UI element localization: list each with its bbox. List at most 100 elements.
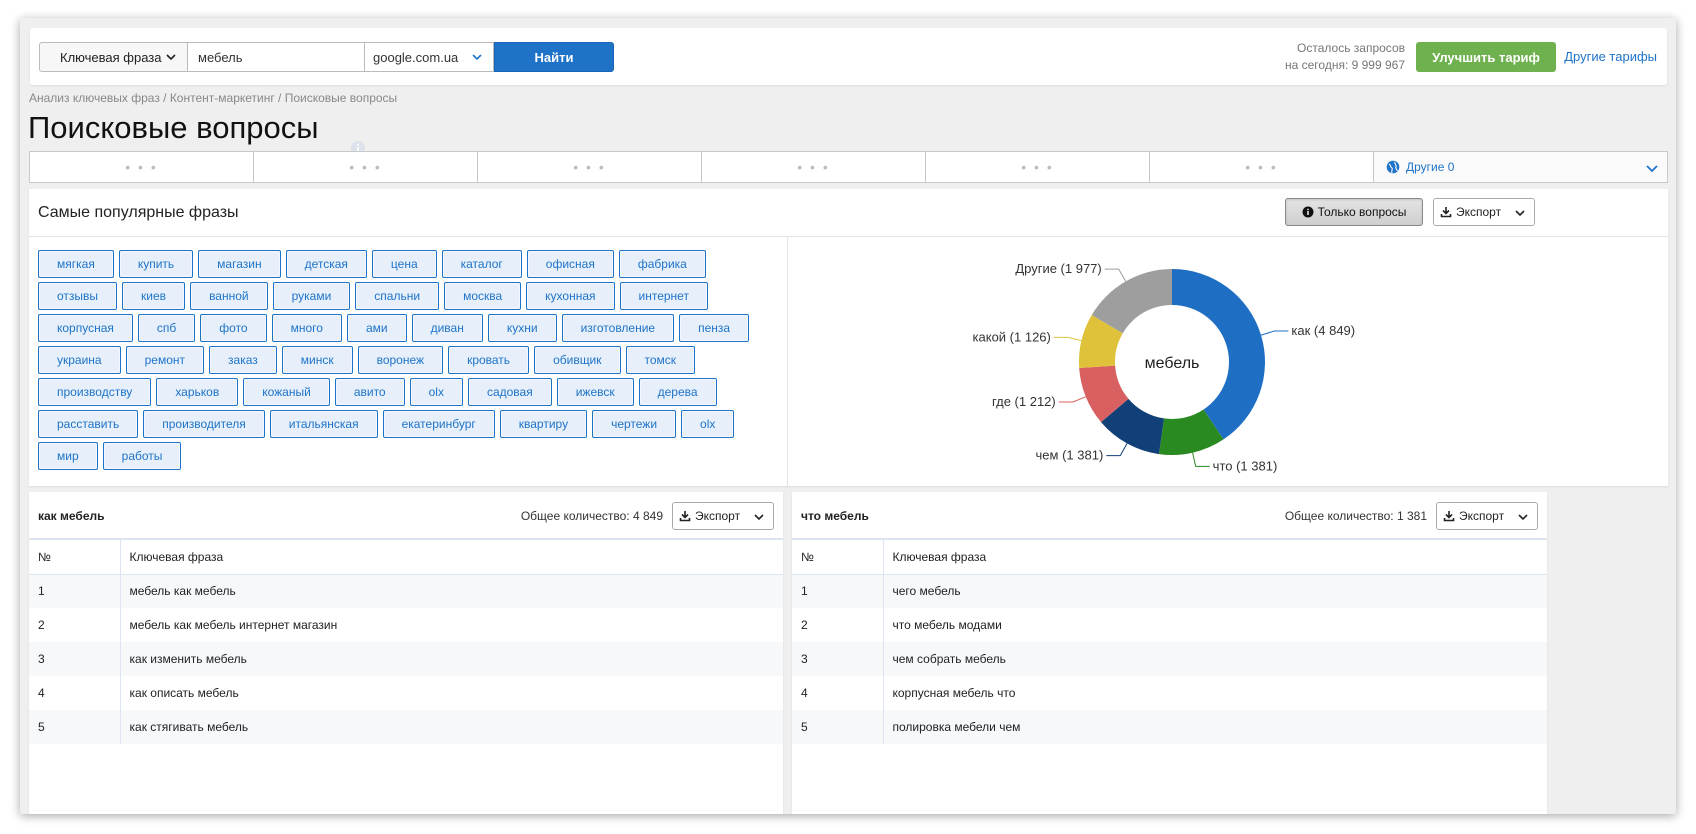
- phrase-tag[interactable]: киев: [122, 282, 186, 310]
- donut-slice[interactable]: [1079, 315, 1123, 368]
- phrase-tag[interactable]: цена: [371, 250, 437, 278]
- phrase-tag[interactable]: корпусная: [38, 314, 133, 342]
- phrase-tag[interactable]: украина: [38, 346, 121, 374]
- keyword-input[interactable]: [188, 42, 365, 72]
- phrase-tag[interactable]: томск: [625, 346, 696, 374]
- phrase-tag[interactable]: москва: [444, 282, 522, 310]
- row-phrase[interactable]: как изменить мебель: [120, 642, 783, 676]
- search-engine-select[interactable]: google.com.ua: [365, 42, 494, 72]
- phrase-tag[interactable]: спальни: [355, 282, 440, 310]
- donut-slice[interactable]: [1158, 409, 1224, 455]
- phrase-tag[interactable]: ванной: [190, 282, 268, 310]
- phrase-tag[interactable]: фабрика: [618, 250, 706, 278]
- export-button[interactable]: Экспорт: [672, 502, 774, 530]
- row-phrase[interactable]: чего мебель: [883, 574, 1547, 608]
- phrase-tag[interactable]: мягкая: [38, 250, 114, 278]
- phrase-tag[interactable]: минск: [281, 346, 353, 374]
- slice-label: где (1 212): [992, 394, 1056, 409]
- phrase-tag[interactable]: обивщик: [534, 346, 621, 374]
- phrase-tag[interactable]: ами: [346, 314, 407, 342]
- other-plans-link[interactable]: Другие тарифы: [1564, 49, 1657, 64]
- phrase-tag[interactable]: воронеж: [357, 346, 444, 374]
- phrase-tag[interactable]: расставить: [38, 410, 139, 438]
- phrase-tag[interactable]: чертежи: [592, 410, 677, 438]
- phrase-tag[interactable]: квартиру: [499, 410, 588, 438]
- phrase-tag[interactable]: руками: [272, 282, 351, 310]
- phrase-tag[interactable]: пенза: [679, 314, 750, 342]
- tab-placeholder[interactable]: • • •: [478, 152, 702, 182]
- phrase-tag[interactable]: диван: [411, 314, 483, 342]
- export-button[interactable]: Экспорт: [1436, 502, 1538, 530]
- phrase-tag[interactable]: ижевск: [556, 378, 634, 406]
- row-phrase[interactable]: мебель как мебель интернет магазин: [129, 618, 338, 632]
- phrase-tag[interactable]: купить: [118, 250, 194, 278]
- phrase-tag[interactable]: интернет: [619, 282, 708, 310]
- row-phrase[interactable]: как стягивать мебель: [120, 710, 783, 744]
- table-row[interactable]: 1 чего мебель: [792, 574, 1547, 608]
- phrase-tag[interactable]: фото: [200, 314, 267, 342]
- phrase-tag[interactable]: olx: [409, 378, 463, 406]
- table-row[interactable]: 5 как стягивать мебель: [29, 710, 783, 744]
- phrase-tag[interactable]: авито: [334, 378, 405, 406]
- phrase-tag[interactable]: екатеринбург: [382, 410, 495, 438]
- phrase-tag[interactable]: ремонт: [125, 346, 205, 374]
- phrase-tag[interactable]: производству: [38, 378, 152, 406]
- tab-placeholder[interactable]: • • •: [926, 152, 1150, 182]
- table-row[interactable]: 1 мебель как мебель: [29, 574, 783, 608]
- phrase-tag[interactable]: магазин: [198, 250, 281, 278]
- phrase-tag[interactable]: детская: [285, 250, 367, 278]
- phrase-tag[interactable]: садовая: [467, 378, 552, 406]
- phrase-tag[interactable]: кухни: [487, 314, 557, 342]
- table-row[interactable]: 5 полировка мебели чем: [792, 710, 1547, 744]
- phrase-tag[interactable]: много: [271, 314, 342, 342]
- phrase-tag[interactable]: спб: [137, 314, 196, 342]
- tab-placeholder[interactable]: • • •: [30, 152, 254, 182]
- table-row[interactable]: 3 чем собрать мебель: [792, 642, 1547, 676]
- phrase-tag[interactable]: итальянская: [269, 410, 378, 438]
- phrase-tag[interactable]: дерева: [638, 378, 717, 406]
- tab-placeholder[interactable]: • • •: [254, 152, 478, 182]
- column-header-phrase[interactable]: Ключевая фраза: [883, 540, 1547, 575]
- row-phrase[interactable]: полировка мебели чем: [883, 710, 1547, 744]
- donut-slice[interactable]: [1079, 365, 1129, 423]
- phrase-tag[interactable]: харьков: [156, 378, 239, 406]
- phrase-tag[interactable]: офисная: [526, 250, 614, 278]
- donut-slice[interactable]: [1172, 269, 1265, 440]
- table-row[interactable]: 2 мебель как мебель интернет магазин: [29, 608, 783, 642]
- column-header-number[interactable]: №: [792, 540, 884, 575]
- phrase-tag[interactable]: отзывы: [38, 282, 118, 310]
- column-header-number[interactable]: №: [29, 540, 121, 575]
- upgrade-plan-button[interactable]: Улучшить тариф: [1416, 42, 1556, 72]
- phrase-tag[interactable]: производителя: [143, 410, 265, 438]
- search-type-select[interactable]: Ключевая фраза: [39, 42, 188, 72]
- only-questions-button[interactable]: Только вопросы: [1285, 198, 1423, 226]
- tab-other[interactable]: Другие 0: [1374, 152, 1667, 182]
- breadcrumb[interactable]: Анализ ключевых фраз / Контент-маркетинг…: [29, 91, 398, 105]
- column-header-phrase[interactable]: Ключевая фраза: [120, 540, 783, 575]
- table-row[interactable]: 4 как описать мебель: [29, 676, 783, 710]
- phrase-tag[interactable]: кухонная: [526, 282, 615, 310]
- row-phrase[interactable]: что мебель модами: [892, 618, 1002, 632]
- phrase-tag[interactable]: кожаный: [243, 378, 330, 406]
- export-button[interactable]: Экспорт: [1433, 198, 1535, 226]
- phrase-tag[interactable]: olx: [681, 410, 735, 438]
- tab-placeholder[interactable]: • • •: [702, 152, 926, 182]
- table-row[interactable]: 2 что мебель модами: [792, 608, 1547, 642]
- find-button[interactable]: Найти: [494, 42, 614, 72]
- phrase-tag[interactable]: заказ: [209, 346, 277, 374]
- phrase-tag[interactable]: работы: [102, 442, 182, 470]
- tab-placeholder[interactable]: • • •: [1150, 152, 1374, 182]
- donut-slice[interactable]: [1101, 398, 1165, 455]
- phrase-tag[interactable]: изготовление: [561, 314, 675, 342]
- table-row[interactable]: 4 корпусная мебель что: [792, 676, 1547, 710]
- row-phrase[interactable]: как описать мебель: [129, 686, 239, 700]
- donut-slice[interactable]: [1091, 269, 1172, 334]
- row-phrase[interactable]: мебель как мебель: [120, 574, 783, 608]
- row-phrase[interactable]: корпусная мебель что: [892, 686, 1016, 700]
- phrase-tag[interactable]: каталог: [441, 250, 522, 278]
- table-row[interactable]: 3 как изменить мебель: [29, 642, 783, 676]
- phrase-tag[interactable]: кровать: [448, 346, 530, 374]
- slice-leader-line: [1106, 443, 1128, 457]
- phrase-tag[interactable]: мир: [38, 442, 98, 470]
- row-phrase[interactable]: чем собрать мебель: [883, 642, 1547, 676]
